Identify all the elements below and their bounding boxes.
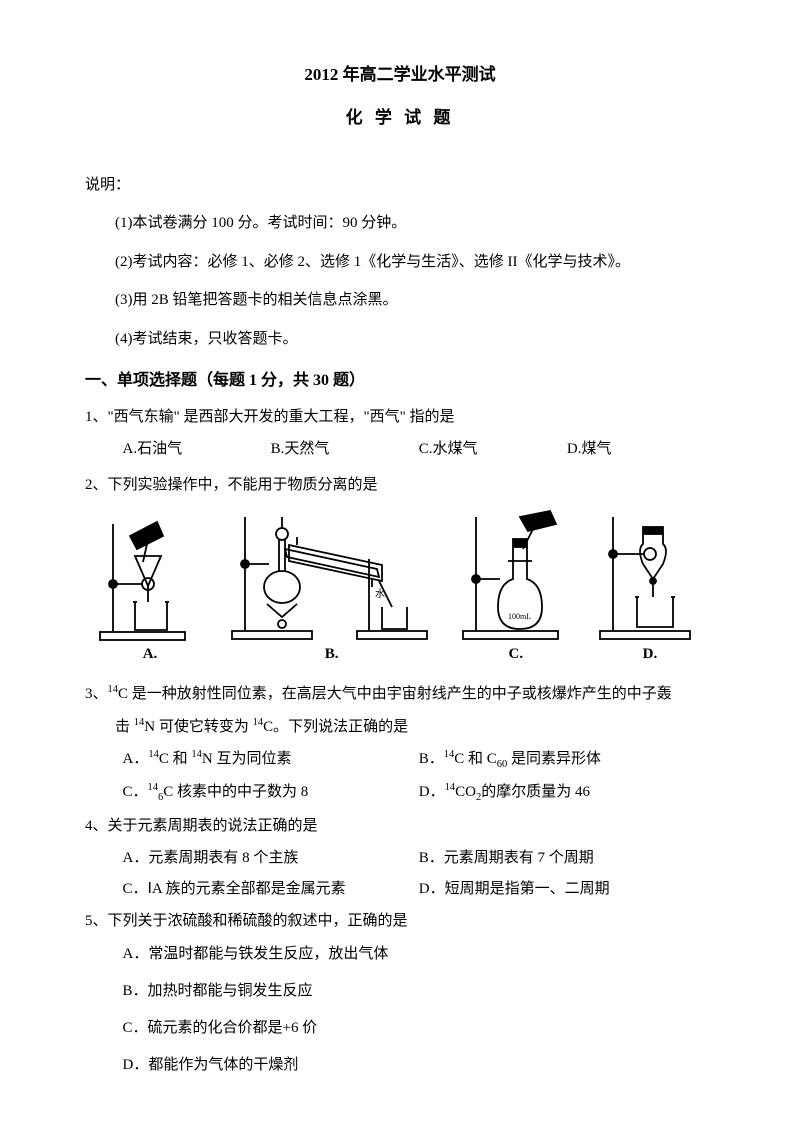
- q4-a: A．元素周期表有 8 个主族: [123, 846, 419, 867]
- q5-text: 5、下列关于浓硫酸和稀硫酸的叙述中，正确的是: [85, 908, 715, 935]
- q2-label-b: B.: [325, 646, 339, 663]
- q2-diagram-c: 100mL C.: [458, 509, 573, 663]
- q3-text: 3、14C 是一种放射性同位素，在高层大气中由宇宙射线产生的中子或核爆炸产生的中…: [85, 681, 715, 708]
- q5-a: A．常温时都能与铁发生反应，放出气体: [85, 941, 715, 968]
- q2-label-a: A.: [143, 646, 158, 663]
- exam-subtitle: 化 学 试 题: [85, 103, 715, 128]
- volumetric-flask-icon: 100mL: [458, 509, 573, 644]
- svg-text:100mL: 100mL: [508, 612, 531, 621]
- q5-d: D．都能作为气体的干燥剂: [85, 1052, 715, 1079]
- q1-c: C.水煤气: [419, 437, 567, 458]
- q2-diagram-b: 水 B.: [227, 509, 437, 663]
- instruction-3: (3)用 2B 铅笔把答题卡的相关信息点涂黑。: [85, 289, 715, 312]
- instruction-4: (4)考试结束，只收答题卡。: [85, 328, 715, 351]
- instruction-1: (1)本试卷满分 100 分。考试时间：90 分钟。: [85, 212, 715, 235]
- q3-c: C．146C 核素中的中子数为 8: [123, 780, 419, 803]
- q1-b: B.天然气: [271, 437, 419, 458]
- q4-d: D．短周期是指第一、二周期: [419, 877, 715, 898]
- q3-options-1: A．14C 和 14N 互为同位素 B．14C 和 C60 是同素异形体: [85, 747, 715, 770]
- exam-title: 2012 年高二学业水平测试: [85, 60, 715, 85]
- q4-options-1: A．元素周期表有 8 个主族 B．元素周期表有 7 个周期: [85, 846, 715, 867]
- q2-diagram-a: A.: [95, 514, 205, 663]
- q3-a: A．14C 和 14N 互为同位素: [123, 747, 419, 770]
- filtration-apparatus-icon: [95, 514, 205, 644]
- instruction-2: (2)考试内容：必修 1、必修 2、选修 1《化学与生活》、选修 II《化学与技…: [85, 251, 715, 274]
- q3-text-cont: 击 14N 可使它转变为 14C。下列说法正确的是: [85, 714, 715, 741]
- q1-d: D.煤气: [567, 437, 715, 458]
- q1-a: A.石油气: [123, 437, 271, 458]
- q1-options: A.石油气 B.天然气 C.水煤气 D.煤气: [85, 437, 715, 458]
- q3-d: D．14CO2的摩尔质量为 46: [419, 780, 715, 803]
- q4-text: 4、关于元素周期表的说法正确的是: [85, 813, 715, 840]
- separating-funnel-icon: [595, 509, 705, 644]
- q2-diagrams: A. 水: [85, 509, 715, 663]
- q5-b: B．加热时都能与铜发生反应: [85, 978, 715, 1005]
- q4-c: C．ⅠA 族的元素全部都是金属元素: [123, 877, 419, 898]
- q4-b: B．元素周期表有 7 个周期: [419, 846, 715, 867]
- section-1-header: 一、单项选择题（每题 1 分，共 30 题）: [85, 366, 715, 390]
- q1-text: 1、"西气东输" 是西部大开发的重大工程，"西气" 指的是: [85, 404, 715, 431]
- q2-text: 2、下列实验操作中，不能用于物质分离的是: [85, 472, 715, 499]
- q3-b: B．14C 和 C60 是同素异形体: [419, 747, 715, 770]
- q3-options-2: C．146C 核素中的中子数为 8 D．14CO2的摩尔质量为 46: [85, 780, 715, 803]
- q4-options-2: C．ⅠA 族的元素全部都是金属元素 D．短周期是指第一、二周期: [85, 877, 715, 898]
- instructions-label: 说明：: [85, 173, 715, 194]
- q2-diagram-d: D.: [595, 509, 705, 663]
- q2-label-d: D.: [643, 646, 658, 663]
- q2-label-c: C.: [509, 646, 524, 663]
- q5-c: C．硫元素的化合价都是+6 价: [85, 1015, 715, 1042]
- distillation-apparatus-icon: 水: [227, 509, 437, 644]
